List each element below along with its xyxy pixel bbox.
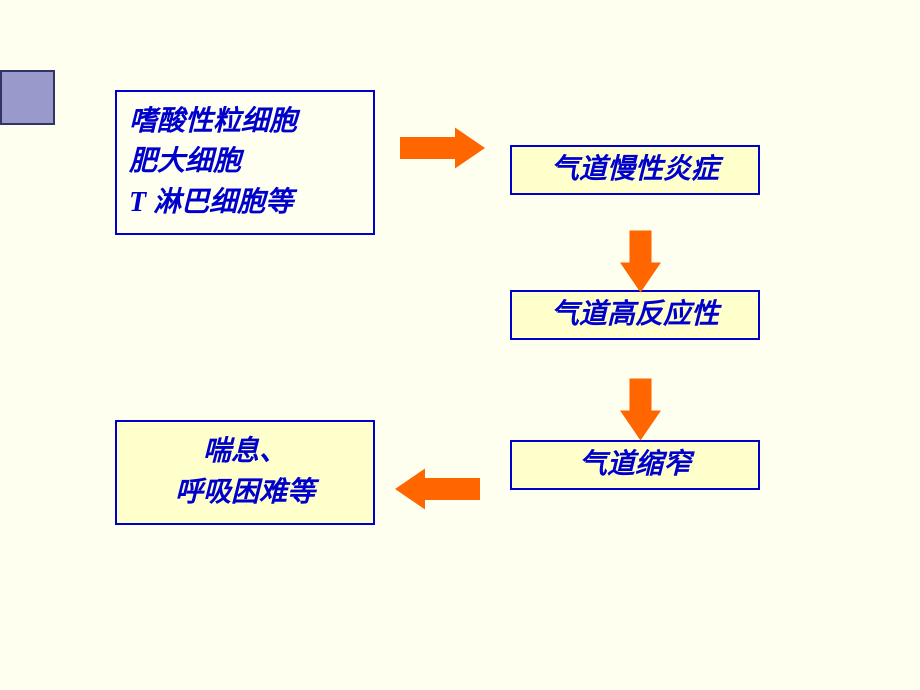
node-cells: 嗜酸性粒细胞 肥大细胞 T 淋巴细胞等 <box>115 90 375 235</box>
arrow-narrow-to-symptoms <box>395 469 480 510</box>
node-chronic-inflammation: 气道慢性炎症 <box>510 145 760 195</box>
arrow-hyper-to-narrow <box>620 379 661 441</box>
node-cells-line3: T 淋巴细胞等 <box>129 183 293 224</box>
arrow-cells-to-chronic <box>400 128 485 169</box>
node-chronic-label: 气道慢性炎症 <box>512 150 758 191</box>
node-symptoms: 喘息、 呼吸困难等 <box>115 420 375 525</box>
node-symptoms-line1: 喘息、 <box>117 432 373 473</box>
node-hyper-label: 气道高反应性 <box>512 295 758 336</box>
node-hyperresponsiveness: 气道高反应性 <box>510 290 760 340</box>
node-cells-line1: 嗜酸性粒细胞 <box>129 102 297 143</box>
node-airway-narrowing: 气道缩窄 <box>510 440 760 490</box>
arrow-chronic-to-hyper <box>620 231 661 293</box>
node-symptoms-line2: 呼吸困难等 <box>117 473 373 514</box>
node-cells-line2: 肥大细胞 <box>129 142 241 183</box>
corner-square <box>0 70 55 125</box>
node-narrow-label: 气道缩窄 <box>512 445 758 486</box>
